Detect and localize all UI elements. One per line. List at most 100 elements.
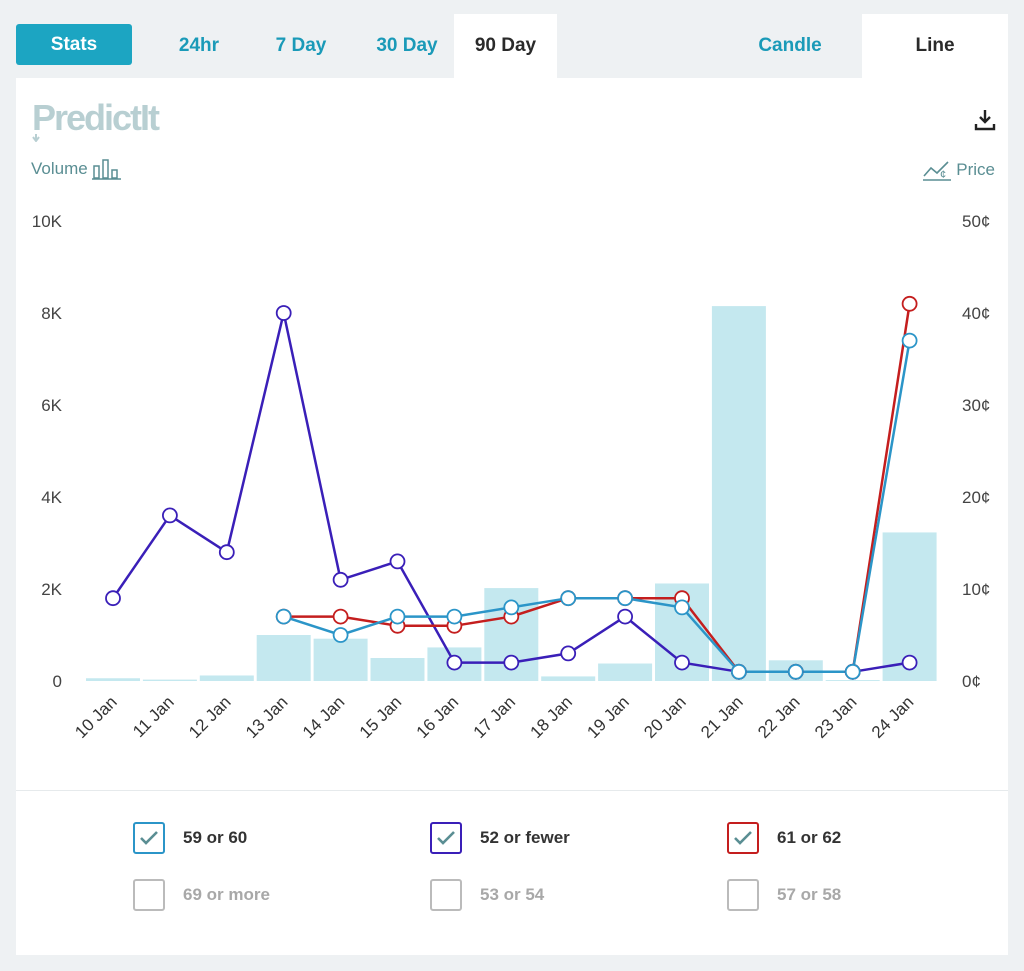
volume-label: Volume [31,159,88,178]
volume-bar[interactable] [142,679,197,681]
series-line [283,340,911,674]
price-volume-chart: 0 2K 4K 6K 8K 10K 0¢ 10¢ 20¢ 30¢ 40¢ 50¢ 10 Jan 11 … [32,212,991,742]
price-point[interactable] [617,608,633,625]
price-point[interactable] [560,590,577,607]
volume-bar[interactable] [256,635,311,681]
volume-bar[interactable] [598,663,653,681]
price-point[interactable] [674,599,690,616]
date-tick-label: 10 Jan [71,692,121,742]
checkbox-unchecked[interactable] [430,879,462,911]
price-point[interactable] [275,305,292,321]
legend-item[interactable]: 57 or 58 [727,879,841,911]
price-point[interactable] [503,599,520,616]
volume-tick-label: 10K [32,212,63,231]
volume-axis-title: Volume [31,158,122,180]
legend-item[interactable]: 61 or 62 [727,822,841,854]
price-point[interactable] [901,332,918,349]
price-point[interactable] [617,590,633,607]
price-point[interactable] [332,571,349,588]
price-point[interactable] [218,544,235,561]
legend-label: 61 or 62 [777,828,842,847]
tab-line[interactable]: Line [862,14,1008,78]
date-tick-label: 18 Jan [526,692,576,742]
price-label: Price [956,160,995,179]
price-axis-title: ¢ Price [922,158,995,182]
svg-text:¢: ¢ [940,169,946,181]
price-point[interactable] [674,654,690,671]
price-point[interactable] [901,295,918,312]
date-tick-label: 13 Jan [242,692,292,742]
legend-label: 52 or fewer [480,828,570,847]
legend-label: 57 or 58 [777,885,842,904]
date-tick-label: 22 Jan [754,692,804,742]
date-tick-label: 19 Jan [583,692,633,742]
date-tick-label: 23 Jan [811,692,861,742]
price-point[interactable] [446,608,463,625]
date-tick-label: 15 Jan [356,692,406,742]
price-point[interactable] [161,507,178,524]
price-tick-label: 10¢ [962,580,990,599]
price-point[interactable] [731,663,747,680]
tab-candle[interactable]: Candle [758,35,822,56]
price-tick-label: 20¢ [962,488,990,507]
price-point[interactable] [503,654,520,671]
price-point[interactable] [446,654,463,671]
price-tick-label: 40¢ [962,304,990,323]
volume-tick-label: 8K [41,304,62,323]
volume-bar[interactable] [313,638,368,681]
volume-bar[interactable] [199,675,254,681]
checkbox-unchecked[interactable] [727,879,759,911]
checkbox-checked[interactable] [133,822,165,854]
check-icon [734,831,752,845]
tab-7-day[interactable]: 7 Day [275,35,327,56]
price-point[interactable] [105,590,121,607]
logo-text: PredictIt [32,97,160,138]
checkbox-checked[interactable] [727,822,759,854]
price-point[interactable] [787,663,804,680]
legend-label: 59 or 60 [183,828,248,847]
price-point[interactable] [560,645,577,662]
date-tick-label: 14 Jan [299,692,349,742]
volume-bar[interactable] [370,658,425,681]
legend-item[interactable]: 59 or 60 [133,822,247,854]
tab-30-day[interactable]: 30 Day [376,35,438,56]
tab-bar: 24hr 7 Day 30 Day 90 Day Candle Line [16,14,1008,78]
volume-tick-label: 2K [41,580,62,599]
volume-tick-label: 6K [41,396,62,415]
volume-bar[interactable] [825,680,880,681]
price-point[interactable] [332,608,349,625]
price-tick-label: 30¢ [962,396,990,415]
tab-24hr[interactable]: 24hr [178,35,220,56]
volume-bar[interactable] [86,678,140,681]
price-point[interactable] [275,608,292,625]
checkbox-checked[interactable] [430,822,462,854]
price-trend-icon: ¢ [923,161,952,181]
legend-label: 53 or 54 [480,885,545,904]
volume-tick-label: 4K [41,488,62,507]
stats-button[interactable]: Stats [16,24,132,65]
price-point[interactable] [844,663,861,680]
date-tick-label: 11 Jan [129,692,178,741]
legend-item[interactable]: 52 or fewer [430,822,570,854]
price-point[interactable] [901,654,918,671]
price-tick-label: 0¢ [962,672,981,691]
legend-item[interactable]: 69 or more [133,879,270,911]
checkbox-unchecked[interactable] [133,879,165,911]
volume-bar[interactable] [711,306,766,681]
legend-item[interactable]: 53 or 54 [430,879,544,911]
volume-bars-icon [91,159,121,180]
price-point[interactable] [389,608,406,625]
date-tick-label: 20 Jan [640,692,690,742]
price-point[interactable] [389,553,406,570]
date-tick-label: 16 Jan [413,692,463,742]
predictit-logo: PredictIt [32,97,162,142]
legend-label: 69 or more [183,885,270,904]
price-point[interactable] [332,627,349,643]
tab-90-day[interactable]: 90 Day [454,14,557,78]
volume-tick-label: 0 [53,672,62,691]
series-line [283,303,911,674]
date-tick-label: 12 Jan [185,692,235,742]
date-tick-label: 21 Jan [697,692,747,742]
volume-bar[interactable] [541,676,596,681]
download-icon[interactable] [972,107,998,133]
